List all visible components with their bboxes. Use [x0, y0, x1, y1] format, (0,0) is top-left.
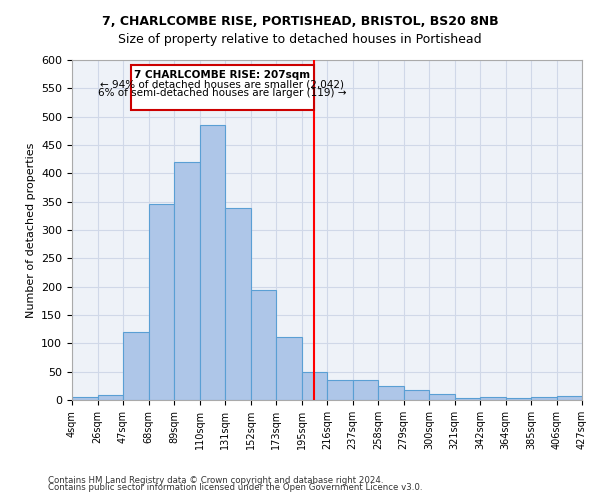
Bar [72, 397, 97, 400]
Bar [353, 380, 378, 400]
Bar [199, 125, 225, 400]
Text: 7, CHARLCOMBE RISE, PORTISHEAD, BRISTOL, BS20 8NB: 7, CHARLCOMBE RISE, PORTISHEAD, BRISTOL,… [101, 15, 499, 28]
Bar [149, 204, 174, 400]
Text: ← 94% of detached houses are smaller (2,042): ← 94% of detached houses are smaller (2,… [100, 80, 344, 90]
Text: Contains public sector information licensed under the Open Government Licence v3: Contains public sector information licen… [48, 484, 422, 492]
Bar [378, 386, 404, 400]
Bar [327, 380, 353, 400]
Bar [123, 332, 149, 400]
Bar [276, 336, 302, 400]
Bar [302, 372, 327, 400]
Bar [455, 398, 480, 400]
FancyBboxPatch shape [131, 64, 314, 110]
Bar [97, 396, 123, 400]
Bar [557, 396, 582, 400]
Text: Size of property relative to detached houses in Portishead: Size of property relative to detached ho… [118, 32, 482, 46]
Bar [225, 208, 251, 400]
Bar [174, 162, 199, 400]
Text: Contains HM Land Registry data © Crown copyright and database right 2024.: Contains HM Land Registry data © Crown c… [48, 476, 383, 485]
Bar [429, 394, 455, 400]
Text: 7 CHARLCOMBE RISE: 207sqm: 7 CHARLCOMBE RISE: 207sqm [134, 70, 311, 80]
Bar [505, 398, 531, 400]
Text: 6% of semi-detached houses are larger (119) →: 6% of semi-detached houses are larger (1… [98, 88, 347, 99]
Bar [251, 290, 276, 400]
Bar [480, 397, 505, 400]
Bar [404, 390, 429, 400]
Bar [531, 397, 557, 400]
Y-axis label: Number of detached properties: Number of detached properties [26, 142, 35, 318]
